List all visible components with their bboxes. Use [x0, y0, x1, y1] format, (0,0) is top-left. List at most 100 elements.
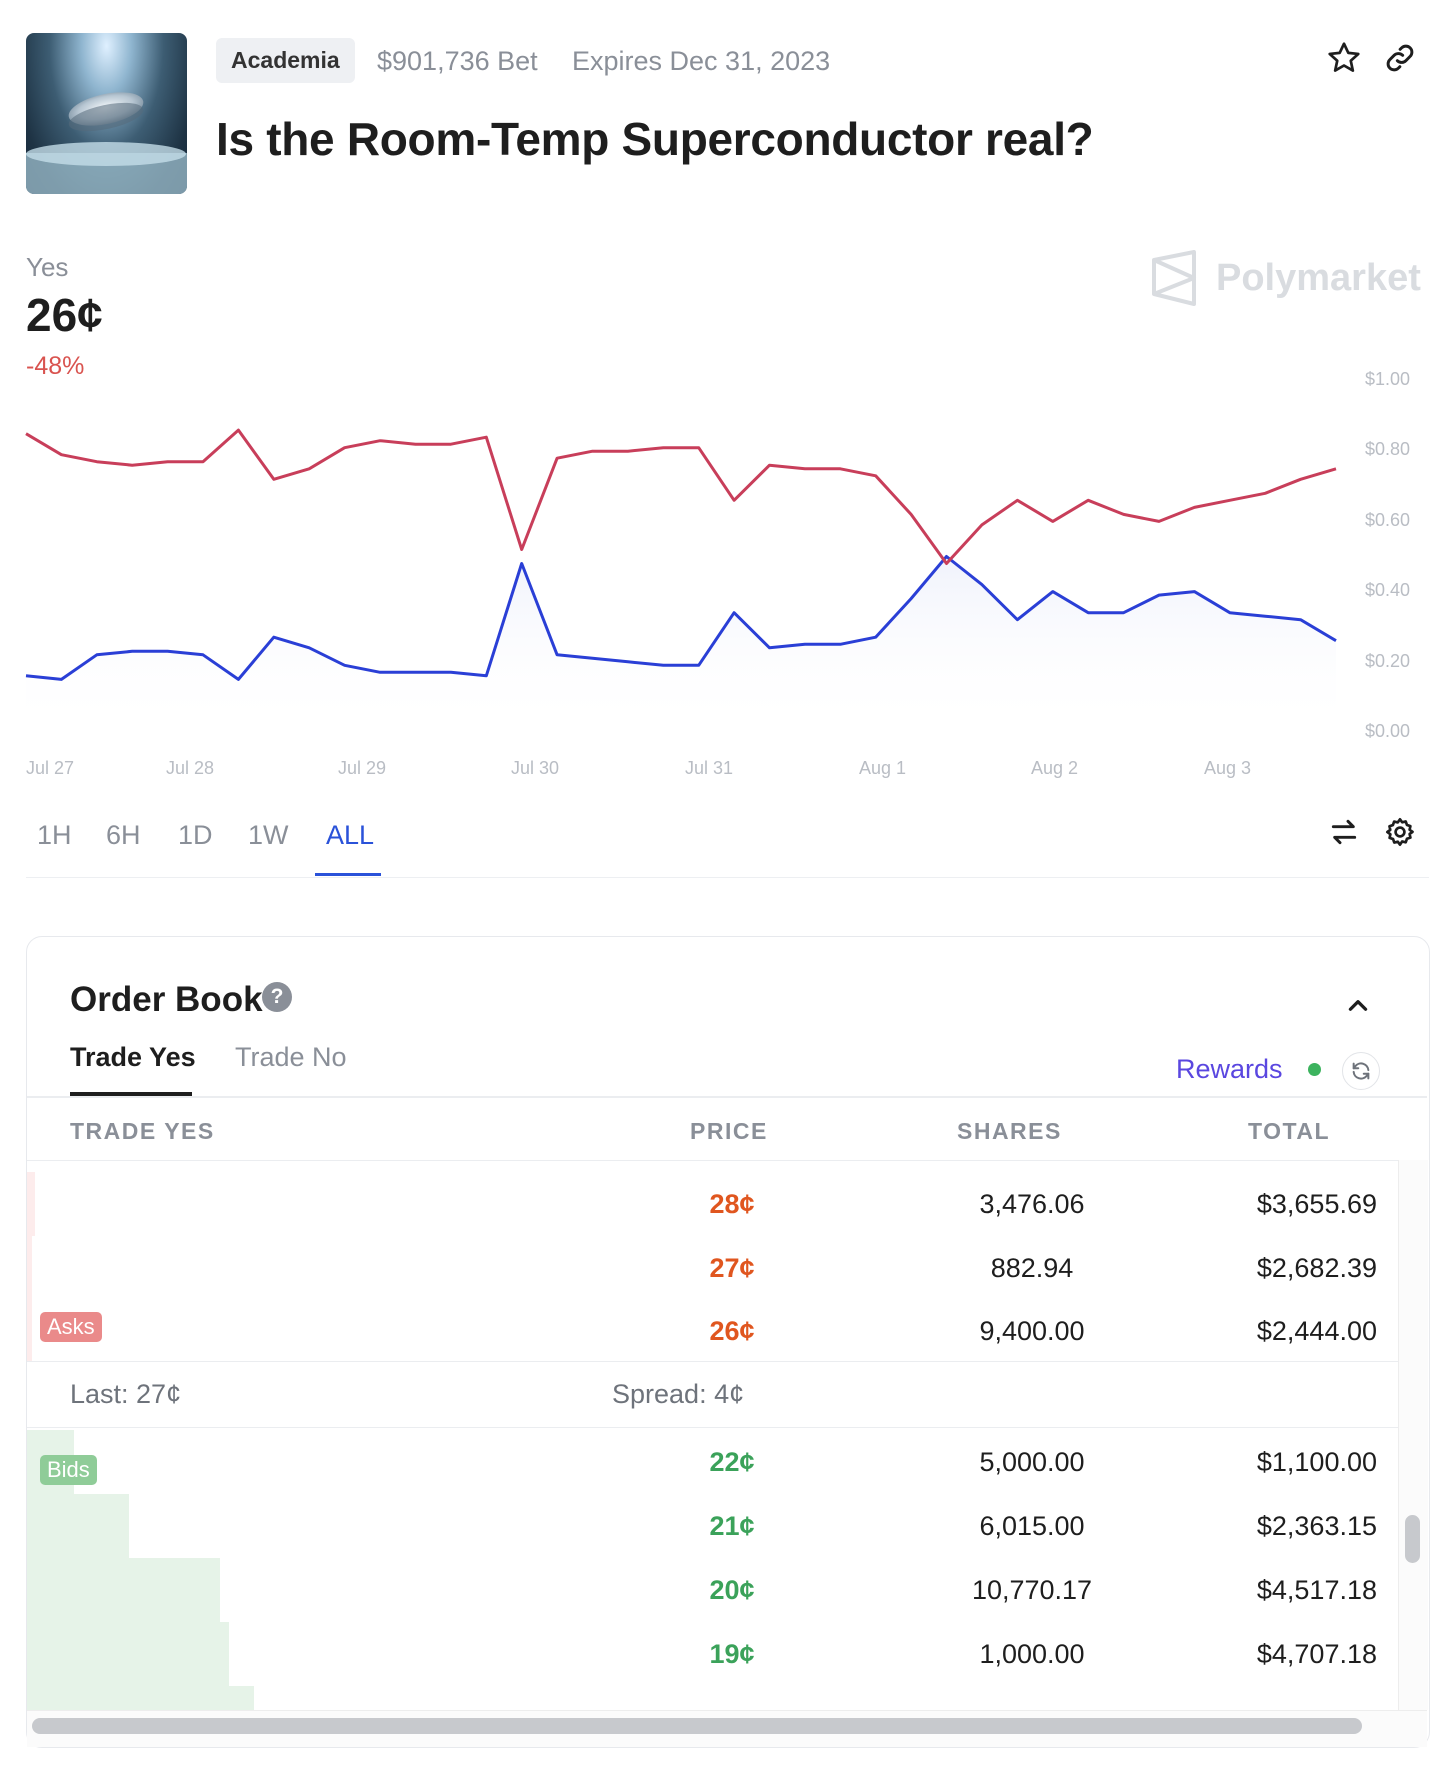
depth-bar [27, 1558, 221, 1622]
ask-total: $2,682.39 [1256, 1253, 1377, 1283]
ask-row[interactable]: 27¢ 882.94 $2,682.39 [27, 1236, 1399, 1300]
yes-area-fill [26, 556, 1336, 732]
active-range-indicator [315, 873, 381, 876]
star-icon [1328, 42, 1360, 72]
last-price: Last: 27¢ [70, 1379, 182, 1409]
bid-price: 19¢ [709, 1639, 755, 1669]
y-tick: $1.00 [1364, 369, 1410, 389]
x-tick: Aug 3 [1204, 758, 1252, 778]
x-tick: Jul 30 [511, 758, 560, 778]
depth-bar [27, 1236, 33, 1300]
bid-total: $4,707.18 [1256, 1639, 1377, 1669]
bid-price: 22¢ [709, 1447, 755, 1477]
swap-arrows-icon [1331, 819, 1357, 845]
market-image [26, 33, 187, 194]
spread-value: Spread: 4¢ [612, 1379, 745, 1409]
y-tick: $0.80 [1364, 439, 1410, 459]
category-badge[interactable]: Academia [216, 38, 355, 83]
tab-trade-no[interactable]: Trade No [235, 1042, 347, 1072]
help-icon[interactable]: ? [262, 982, 292, 1012]
bids-badge: Bids [40, 1455, 97, 1485]
bid-row[interactable]: 20¢ 10,770.17 $4,517.18 [27, 1558, 1399, 1622]
horizontal-scrollbar-thumb[interactable] [32, 1718, 1362, 1734]
collapse-order-book-button[interactable] [1336, 984, 1380, 1028]
x-tick: Jul 27 [26, 758, 75, 778]
x-tick: Jul 29 [338, 758, 387, 778]
x-tick: Jul 28 [166, 758, 215, 778]
bet-volume: $901,736 Bet [377, 46, 538, 76]
depth-bar [27, 1299, 33, 1363]
bid-row[interactable]: 21¢ 6,015.00 $2,363.15 [27, 1494, 1399, 1558]
ask-price: 26¢ [709, 1316, 755, 1346]
series-line-yes [25, 555, 1337, 681]
asks-badge: Asks [40, 1312, 102, 1342]
header-divider [27, 1160, 1399, 1161]
ask-total: $2,444.00 [1256, 1316, 1377, 1346]
bid-price: 20¢ [709, 1575, 755, 1605]
column-header-total: TOTAL [1248, 1118, 1331, 1144]
polymarket-logo-icon [1152, 250, 1196, 306]
x-tick: Aug 2 [1031, 758, 1079, 778]
bid-shares: 5,000.00 [979, 1447, 1085, 1477]
ask-shares: 9,400.00 [979, 1316, 1085, 1346]
vertical-scrollbar-thumb[interactable] [1405, 1515, 1420, 1563]
depth-bar [27, 1622, 229, 1686]
spread-row: Last: 27¢ Spread: 4¢ [27, 1361, 1399, 1428]
gear-icon [1386, 818, 1414, 846]
tabs-divider [27, 1096, 1427, 1098]
ask-row[interactable]: 28¢ 3,476.06 $3,655.69 [27, 1172, 1399, 1236]
expiry-date: Expires Dec 31, 2023 [572, 46, 831, 76]
range-tab-1h[interactable]: 1H [37, 820, 72, 850]
order-book-title: Order Book [70, 980, 263, 1019]
polymarket-logo: Polymarket [1150, 250, 1421, 306]
market-title: Is the Room-Temp Superconductor real? [216, 113, 1094, 165]
y-tick: $0.60 [1364, 510, 1410, 530]
divider [26, 877, 1429, 878]
x-tick: Aug 1 [859, 758, 907, 778]
bid-shares: 10,770.17 [971, 1575, 1093, 1605]
link-icon [1386, 44, 1414, 72]
current-price: 26¢ [26, 289, 103, 341]
outcome-label: Yes [26, 252, 69, 282]
ask-price: 27¢ [709, 1253, 755, 1283]
column-header-price: PRICE [690, 1118, 768, 1144]
favorite-button[interactable] [1322, 36, 1366, 80]
refresh-icon [1352, 1062, 1370, 1080]
bid-total: $2,363.15 [1256, 1511, 1377, 1541]
rewards-link[interactable]: Rewards [1176, 1054, 1283, 1084]
ask-total: $3,655.69 [1256, 1189, 1377, 1219]
bid-row[interactable]: 22¢ 5,000.00 $1,100.00 [27, 1430, 1399, 1494]
bid-total: $4,517.18 [1256, 1575, 1377, 1605]
price-change: -48% [26, 352, 85, 380]
bid-total: $1,100.00 [1256, 1447, 1377, 1477]
polymarket-wordmark: Polymarket [1216, 256, 1421, 299]
chart-settings-button[interactable] [1378, 810, 1422, 854]
range-tab-6h[interactable]: 6H [106, 820, 141, 850]
y-tick: $0.00 [1364, 721, 1410, 741]
tab-trade-yes[interactable]: Trade Yes [70, 1042, 196, 1072]
range-tab-1d[interactable]: 1D [178, 820, 213, 850]
bid-shares: 1,000.00 [979, 1639, 1085, 1669]
price-history-chart[interactable] [0, 360, 1360, 740]
active-tab-indicator [70, 1092, 192, 1096]
bid-row-partial [27, 1686, 1399, 1710]
vertical-scrollbar[interactable] [1398, 1160, 1428, 1710]
column-header-shares: SHARES [957, 1118, 1062, 1144]
ask-shares: 882.94 [990, 1253, 1074, 1283]
refresh-button[interactable] [1342, 1052, 1380, 1090]
ask-row[interactable]: 26¢ 9,400.00 $2,444.00 [27, 1299, 1399, 1363]
column-header-trade: TRADE YES [70, 1118, 215, 1144]
depth-bar [27, 1172, 36, 1236]
copy-link-button[interactable] [1378, 36, 1422, 80]
swap-outcome-button[interactable] [1322, 810, 1366, 854]
range-tab-all[interactable]: ALL [326, 820, 375, 850]
range-tab-1w[interactable]: 1W [248, 820, 289, 850]
bid-row[interactable]: 19¢ 1,000.00 $4,707.18 [27, 1622, 1399, 1686]
y-tick: $0.40 [1364, 580, 1410, 600]
bid-price: 21¢ [709, 1511, 755, 1541]
bid-shares: 6,015.00 [979, 1511, 1085, 1541]
depth-bar [27, 1686, 254, 1710]
x-tick: Jul 31 [685, 758, 734, 778]
rewards-status-dot [1308, 1063, 1321, 1076]
ask-price: 28¢ [709, 1189, 755, 1219]
